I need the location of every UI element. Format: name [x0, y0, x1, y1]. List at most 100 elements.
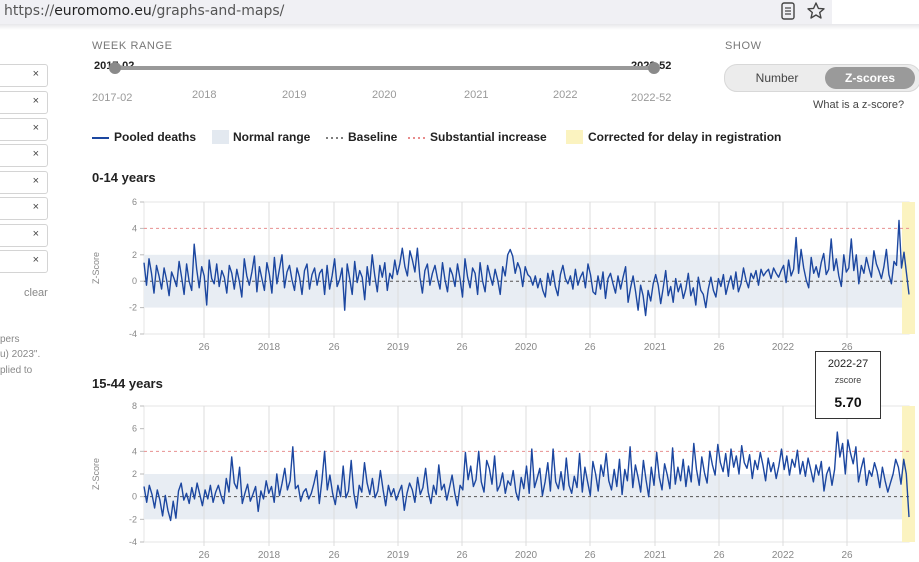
note-line: plied to — [0, 365, 33, 376]
baseline-swatch — [326, 137, 343, 139]
remove-filter-icon[interactable]: × — [32, 175, 39, 187]
y-tick-label: 2 — [132, 469, 137, 479]
note-line: u) 2023". — [0, 349, 41, 360]
bookmark-star-icon[interactable] — [806, 1, 826, 21]
week-range-label: WEEK RANGE — [92, 40, 173, 52]
filter-chip: × — [0, 250, 48, 273]
pooled-deaths-line — [143, 219, 910, 317]
y-tick-label: -4 — [129, 329, 137, 339]
legend-normal: Normal range — [233, 130, 311, 144]
range-start-sub: 2017-02 — [92, 92, 133, 104]
x-tick-label: 26 — [841, 342, 853, 353]
toolbar-shadow — [0, 24, 919, 30]
pooled-deaths-line — [143, 431, 910, 522]
week-range-slider[interactable] — [88, 56, 668, 76]
x-tick-label: 26 — [198, 342, 210, 353]
tooltip-week: 2022-27 — [827, 358, 869, 370]
y-tick-label: -2 — [129, 303, 137, 313]
range-year-tick: 2021 — [464, 89, 489, 101]
x-tick-label: 2020 — [515, 342, 538, 353]
y-tick-label: 6 — [132, 198, 137, 207]
range-year-tick: 2022 — [553, 89, 578, 101]
corrected-delay-band — [902, 406, 915, 542]
x-tick-label: 26 — [713, 550, 725, 561]
x-tick-label: 26 — [584, 342, 596, 353]
corrected-delay-swatch — [566, 130, 583, 144]
y-axis-label: Z-Score — [91, 458, 101, 490]
x-tick-label: 2019 — [387, 342, 410, 353]
y-tick-label: 2 — [132, 250, 137, 260]
url-prefix: https:// — [4, 3, 55, 19]
show-label: SHOW — [725, 40, 762, 52]
x-tick-label: 26 — [456, 550, 468, 561]
tooltip-label: zscore — [834, 375, 862, 385]
filter-chip: × — [0, 144, 48, 167]
x-tick-label: 26 — [328, 550, 340, 561]
y-tick-label: -4 — [129, 537, 137, 547]
y-tick-label: 6 — [132, 424, 137, 434]
pooled-deaths-swatch — [92, 137, 109, 139]
remove-filter-icon[interactable]: × — [32, 68, 39, 80]
legend-corrected: Corrected for delay in registration — [588, 130, 782, 144]
note-line: pers — [0, 334, 20, 345]
remove-filter-icon[interactable]: × — [32, 95, 39, 107]
range-start-handle[interactable] — [109, 62, 121, 74]
chart-title-15-44: 15-44 years — [92, 376, 163, 391]
x-tick-label: 2018 — [258, 342, 281, 353]
chart-tooltip: 2022-27 zscore 5.70 — [815, 351, 881, 419]
remove-filter-icon[interactable]: × — [32, 254, 39, 266]
x-tick-label: 2019 — [387, 550, 410, 561]
y-tick-label: 0 — [132, 492, 137, 502]
chart-15-44-years[interactable]: 26 2018 26 2019 26 2020 26 2021 26 2022 26 -4 -2 0 2 4 6… — [80, 400, 919, 562]
chart-title-0-14: 0-14 years — [92, 170, 156, 185]
x-tick-label: 26 — [584, 550, 596, 561]
remove-filter-icon[interactable]: × — [32, 228, 39, 240]
x-tick-label: 2022 — [772, 550, 795, 561]
filter-chip: × — [0, 224, 48, 247]
remove-filter-icon[interactable]: × — [32, 148, 39, 160]
clear-filters-link[interactable]: clear — [24, 287, 48, 299]
substantial-increase-swatch — [408, 137, 425, 139]
x-tick-label: 26 — [456, 342, 468, 353]
filter-chip: × — [0, 171, 48, 194]
chart-0-14-years[interactable]: 26 2018 26 2019 26 2020 26 2021 26 2022 26 -4 -2 0 2 4 6… — [80, 198, 919, 358]
legend-substantial: Substantial increase — [430, 130, 547, 144]
reader-view-icon[interactable] — [781, 2, 795, 20]
y-tick-label: 0 — [132, 276, 137, 286]
x-tick-label: 26 — [713, 342, 725, 353]
x-tick-label: 2020 — [515, 550, 538, 561]
x-tick-label: 26 — [328, 342, 340, 353]
legend-pooled: Pooled deaths — [114, 130, 197, 144]
x-tick-label: 26 — [198, 550, 210, 561]
y-axis-label: Z-Score — [91, 252, 101, 284]
range-end-sub: 2022-52 — [631, 92, 672, 104]
y-tick-label: 8 — [132, 401, 137, 411]
x-tick-label: 26 — [841, 550, 853, 561]
url-host: euromomo.eu — [54, 3, 152, 19]
y-tick-label: 4 — [132, 446, 137, 456]
x-tick-label: 2022 — [772, 342, 795, 353]
y-tick-label: -2 — [129, 514, 137, 524]
tooltip-value: 5.70 — [834, 394, 862, 410]
filter-chip: × — [0, 197, 48, 220]
x-tick-label: 2018 — [258, 550, 281, 561]
zscores-toggle-button[interactable]: Z-scores — [825, 67, 915, 89]
address-bar[interactable]: https://euromomo.eu/graphs-and-maps/ — [0, 0, 832, 25]
range-year-tick: 2019 — [282, 89, 307, 101]
normal-range-swatch — [212, 130, 229, 144]
show-toggle: Number Z-scores — [724, 64, 919, 92]
remove-filter-icon[interactable]: × — [32, 122, 39, 134]
y-tick-label: 4 — [132, 223, 137, 233]
url-text[interactable]: https://euromomo.eu/graphs-and-maps/ — [4, 3, 284, 19]
range-end-handle[interactable] — [648, 62, 660, 74]
remove-filter-icon[interactable]: × — [32, 201, 39, 213]
range-year-tick: 2020 — [372, 89, 397, 101]
x-tick-label: 2021 — [644, 342, 667, 353]
number-toggle-button[interactable]: Number — [755, 71, 799, 85]
filter-chip: × — [0, 91, 48, 114]
filter-chip: × — [0, 64, 48, 87]
what-is-zscore-link[interactable]: What is a z-score? — [813, 99, 905, 111]
corrected-delay-band — [902, 202, 915, 334]
range-year-tick: 2018 — [192, 89, 217, 101]
legend-baseline: Baseline — [348, 130, 398, 144]
